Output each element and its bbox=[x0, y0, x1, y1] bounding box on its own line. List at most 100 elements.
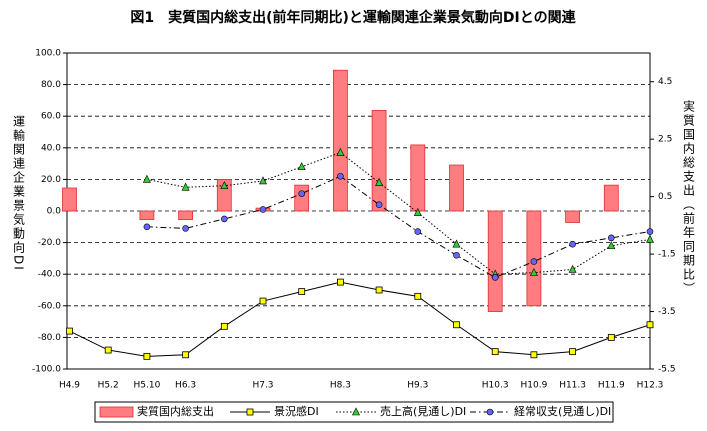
point bbox=[568, 264, 577, 273]
point bbox=[182, 351, 190, 359]
y-tick-label: 0.0 bbox=[47, 207, 62, 217]
point bbox=[413, 207, 422, 216]
point bbox=[337, 172, 344, 180]
point bbox=[143, 223, 151, 231]
point bbox=[491, 348, 499, 356]
point bbox=[375, 286, 383, 294]
legend-swatch bbox=[99, 406, 134, 418]
y-tick-label: -80.0 bbox=[38, 333, 62, 343]
chart-title: 図1 実質国内総支出(前年同期比)と運輸関連企業景気動向DIとの関連 bbox=[130, 9, 576, 26]
y-tick-label: -60.0 bbox=[38, 301, 62, 311]
x-tick-label: H12.3 bbox=[637, 381, 664, 391]
point bbox=[453, 251, 460, 259]
y-tick-label: -40.0 bbox=[38, 270, 62, 280]
series-line bbox=[146, 151, 651, 275]
y2-tick-label: 0.5 bbox=[658, 192, 672, 202]
bar bbox=[178, 210, 194, 221]
point bbox=[530, 258, 538, 265]
y-tick-label: 40.0 bbox=[41, 143, 61, 153]
point bbox=[336, 147, 345, 156]
x-tick-label: H10.3 bbox=[482, 381, 509, 391]
bar bbox=[487, 210, 503, 312]
x-tick-label: H7.3 bbox=[252, 381, 273, 391]
x-tick-label: H8.3 bbox=[330, 381, 351, 391]
point bbox=[414, 292, 422, 300]
bar bbox=[294, 184, 310, 212]
point bbox=[142, 174, 151, 183]
point bbox=[182, 225, 189, 232]
y2-tick-label: 4.5 bbox=[658, 77, 672, 87]
point bbox=[181, 182, 190, 191]
x-tick-label: H11.9 bbox=[598, 381, 625, 391]
y2-tick-label: -3.5 bbox=[658, 307, 676, 317]
legend-label: 実質国内総支出 bbox=[137, 404, 214, 418]
point bbox=[336, 278, 344, 286]
x-tick-label: H5.10 bbox=[133, 381, 160, 391]
point bbox=[298, 288, 306, 295]
point bbox=[646, 234, 654, 243]
y-tick-label: -20.0 bbox=[38, 238, 62, 248]
bar bbox=[565, 210, 580, 223]
point bbox=[491, 274, 499, 281]
point bbox=[530, 351, 538, 359]
point bbox=[414, 228, 422, 235]
bar bbox=[410, 144, 426, 212]
point bbox=[221, 215, 228, 223]
point bbox=[297, 162, 306, 171]
legend-marker bbox=[246, 408, 254, 416]
legend-marker bbox=[352, 407, 360, 416]
y-tick-label: 60.0 bbox=[41, 112, 61, 122]
bar bbox=[62, 187, 77, 212]
series-line bbox=[146, 175, 651, 278]
bar bbox=[216, 178, 232, 212]
point bbox=[453, 321, 460, 329]
point bbox=[569, 240, 576, 248]
point bbox=[452, 239, 461, 248]
bar bbox=[603, 184, 619, 212]
legend-label: 売上高(見通し)DI bbox=[380, 404, 466, 418]
legend-label: 景況感DI bbox=[274, 404, 319, 418]
point bbox=[607, 234, 615, 242]
point bbox=[375, 177, 384, 186]
x-tick-label: H6.3 bbox=[175, 381, 196, 391]
y2-axis-label: 実質国内総支出（前年同期比） bbox=[682, 99, 696, 296]
y-tick-label: 80.0 bbox=[41, 80, 61, 90]
point bbox=[298, 190, 306, 197]
y-tick-label: -100.0 bbox=[32, 365, 61, 375]
bar bbox=[449, 164, 464, 212]
point bbox=[220, 181, 229, 190]
y-tick-label: 20.0 bbox=[41, 175, 61, 185]
bar bbox=[332, 69, 348, 212]
x-tick-label: H4.9 bbox=[59, 381, 80, 391]
point bbox=[375, 201, 383, 208]
point bbox=[529, 267, 538, 276]
x-tick-label: H11.3 bbox=[559, 381, 586, 391]
legend-label: 経常収支(見通し)DI bbox=[514, 405, 611, 418]
x-tick-label: H5.2 bbox=[98, 381, 119, 391]
point bbox=[104, 346, 112, 354]
point bbox=[646, 228, 654, 235]
point bbox=[220, 322, 228, 330]
y2-tick-label: 2.5 bbox=[658, 135, 672, 145]
x-tick-label: H9.3 bbox=[407, 381, 428, 391]
point bbox=[259, 176, 267, 185]
y2-tick-label: -5.5 bbox=[658, 365, 676, 375]
point bbox=[607, 333, 615, 341]
point bbox=[569, 348, 576, 356]
y2-tick-label: -1.5 bbox=[658, 250, 676, 260]
legend-marker bbox=[486, 408, 494, 416]
point bbox=[259, 297, 267, 305]
x-tick-label: H10.9 bbox=[520, 381, 547, 391]
y-tick-label: 100.0 bbox=[35, 49, 61, 59]
point bbox=[143, 352, 151, 360]
point bbox=[66, 327, 73, 335]
point bbox=[259, 206, 267, 213]
point bbox=[607, 241, 616, 250]
y-axis-label: 運輸関連企業景気動向DI bbox=[12, 115, 26, 272]
point bbox=[646, 321, 654, 329]
bar bbox=[139, 210, 155, 221]
bar bbox=[371, 110, 387, 212]
series-line bbox=[69, 281, 651, 357]
